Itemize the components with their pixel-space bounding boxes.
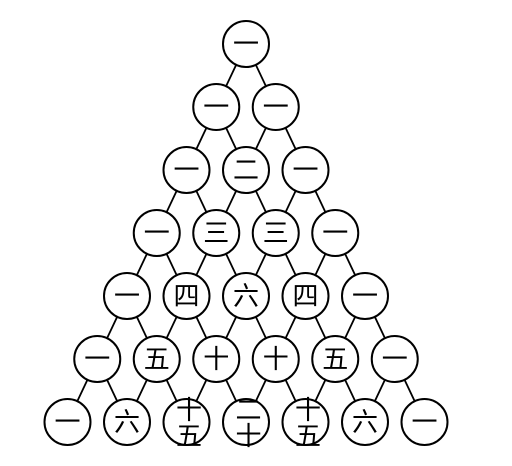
node-r3-c0: 一 xyxy=(132,209,181,257)
node-circle xyxy=(222,398,270,446)
node-r2-c1: 二 xyxy=(222,146,270,194)
node-label: 一 xyxy=(233,30,259,60)
node-circle xyxy=(341,272,389,320)
node-label: 一 xyxy=(411,408,437,438)
node-label: 一 xyxy=(292,156,318,186)
node-circle xyxy=(192,83,241,131)
node-r6-c4: 十五 xyxy=(281,396,330,448)
node-circle xyxy=(341,398,389,446)
node-circle xyxy=(370,335,419,383)
node-label: 四 xyxy=(292,282,318,312)
node-r5-c4: 五 xyxy=(311,335,360,383)
node-circle xyxy=(251,335,300,383)
node-label: 十五 xyxy=(291,396,321,448)
node-circle xyxy=(400,398,449,446)
node-label: 三 xyxy=(263,219,289,249)
node-label: 一 xyxy=(114,282,140,312)
node-label: 一 xyxy=(382,345,408,375)
node-label: 五 xyxy=(322,345,348,375)
node-r4-c0: 一 xyxy=(103,272,151,320)
node-r4-c4: 一 xyxy=(341,272,389,320)
node-r3-c3: 一 xyxy=(311,209,360,257)
node-r5-c1: 五 xyxy=(132,335,181,383)
node-r1-c0: 一 xyxy=(192,83,241,131)
node-r5-c0: 一 xyxy=(73,335,122,383)
node-r5-c2: 十 xyxy=(192,335,241,383)
node-label: 一 xyxy=(203,93,229,123)
node-r6-c6: 一 xyxy=(400,398,449,446)
node-r3-c1: 三 xyxy=(192,209,241,257)
node-circle xyxy=(162,272,211,320)
node-circle xyxy=(73,335,122,383)
node-r4-c1: 四 xyxy=(162,272,211,320)
node-circle xyxy=(103,398,151,446)
node-circle xyxy=(311,335,360,383)
node-label: 一 xyxy=(144,219,170,249)
node-circle xyxy=(132,335,181,383)
node-r4-c3: 四 xyxy=(281,272,330,320)
node-r2-c2: 一 xyxy=(281,146,330,194)
node-circle xyxy=(311,209,360,257)
node-r1-c1: 一 xyxy=(251,83,300,131)
edge-layer xyxy=(66,43,426,423)
node-label: 一 xyxy=(84,345,110,375)
node-circle xyxy=(222,272,270,320)
node-label: 六 xyxy=(352,408,378,438)
node-label: 六 xyxy=(114,408,140,438)
node-label: 一 xyxy=(54,408,80,438)
node-label: 一 xyxy=(322,219,348,249)
node-r6-c5: 六 xyxy=(341,398,389,446)
node-r5-c5: 一 xyxy=(370,335,419,383)
node-r6-c2: 十五 xyxy=(162,396,211,448)
node-label: 一 xyxy=(352,282,378,312)
node-circle xyxy=(162,146,211,194)
node-label: 六 xyxy=(233,282,259,312)
node-r3-c2: 三 xyxy=(251,209,300,257)
node-circle xyxy=(192,209,241,257)
node-circle xyxy=(192,335,241,383)
node-label: 十五 xyxy=(172,396,202,448)
node-circle xyxy=(162,398,211,446)
node-label: 四 xyxy=(173,282,199,312)
node-circle xyxy=(281,146,330,194)
node-r2-c0: 一 xyxy=(162,146,211,194)
node-circle xyxy=(281,398,330,446)
node-label: 十 xyxy=(263,345,289,375)
node-r6-c3: 二十 xyxy=(222,396,270,448)
node-r6-c1: 六 xyxy=(103,398,151,446)
node-r6-c0: 一 xyxy=(43,398,92,446)
node-circle xyxy=(251,209,300,257)
node-label: 二 xyxy=(233,156,259,186)
node-label: 五 xyxy=(144,345,170,375)
node-circle xyxy=(103,272,151,320)
node-circle xyxy=(222,20,270,68)
node-label: 一 xyxy=(263,93,289,123)
node-label: 一 xyxy=(173,156,199,186)
node-circle xyxy=(251,83,300,131)
node-label: 十 xyxy=(203,345,229,375)
node-r5-c3: 十 xyxy=(251,335,300,383)
node-r0-c0: 一 xyxy=(222,20,270,68)
node-label: 三 xyxy=(203,219,229,249)
node-circle xyxy=(132,209,181,257)
node-circle xyxy=(281,272,330,320)
node-layer: 一一 一一二一一三三一一四六四一一五十十五一一六十五 二十 十五六一 xyxy=(43,20,449,448)
node-circle xyxy=(222,146,270,194)
node-label: 二十 xyxy=(231,396,261,448)
node-circle xyxy=(43,398,92,446)
node-r4-c2: 六 xyxy=(222,272,270,320)
